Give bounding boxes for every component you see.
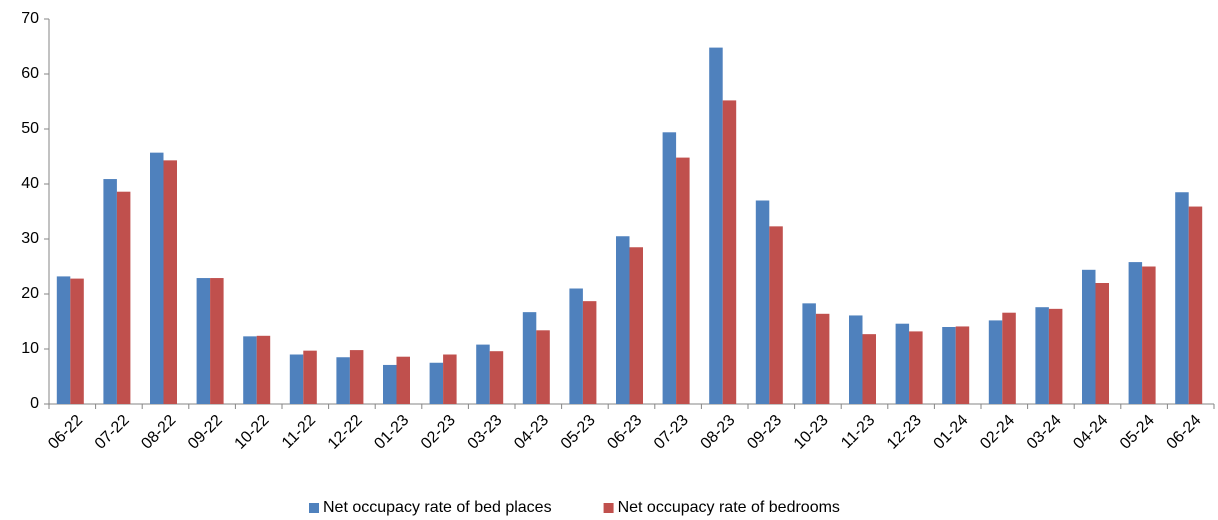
bar: [116, 191, 131, 404]
x-tick-label: 04-24: [1070, 412, 1111, 453]
bar: [569, 288, 583, 404]
bar: [70, 278, 84, 404]
bar: [1082, 269, 1096, 404]
x-tick-label: 07-23: [651, 412, 692, 453]
x-tick-label: 03-24: [1024, 412, 1065, 453]
bar: [256, 335, 271, 404]
bar: [1175, 192, 1189, 404]
bar: [1035, 307, 1049, 404]
bar: [755, 200, 770, 404]
x-tick-label: 11-22: [279, 412, 319, 452]
bar: [103, 179, 117, 404]
x-tick-label: 04-23: [511, 412, 552, 453]
y-tick-label: 70: [21, 10, 39, 27]
bar: [662, 132, 677, 405]
bar: [289, 354, 304, 404]
x-tick-label: 11-23: [838, 412, 878, 452]
bar: [443, 354, 457, 404]
x-tick-label: 06-23: [604, 412, 645, 453]
bar: [396, 356, 410, 404]
bar: [210, 278, 224, 404]
y-tick-label: 40: [21, 175, 39, 192]
bar: [349, 350, 364, 404]
x-tick-label: 10-23: [791, 412, 832, 453]
x-tick-label: 12-22: [325, 412, 366, 453]
bar: [709, 47, 723, 404]
bar: [522, 312, 537, 404]
bar: [536, 330, 550, 404]
bar: [616, 236, 630, 404]
x-tick-label: 02-23: [418, 412, 459, 453]
x-tick-label: 10-22: [232, 412, 273, 453]
bar: [150, 152, 164, 404]
bar: [243, 336, 257, 404]
x-tick-label: 12-23: [884, 412, 925, 453]
y-tick-label: 60: [21, 65, 39, 82]
bar: [336, 357, 350, 404]
bar: [1188, 206, 1203, 404]
bar: [56, 276, 71, 404]
x-tick-label: 06-22: [45, 412, 86, 453]
bar: [802, 303, 816, 404]
bar: [629, 247, 643, 404]
x-tick-label: 08-22: [138, 412, 179, 453]
x-tick-label: 08-23: [698, 412, 739, 453]
y-tick-label: 30: [21, 230, 39, 247]
bar: [849, 315, 863, 404]
bar: [303, 350, 317, 404]
bar: [895, 323, 910, 404]
bar: [1002, 312, 1016, 404]
x-tick-label: 07-22: [92, 412, 133, 453]
legend-label: Net occupacy rate of bedrooms: [618, 499, 840, 516]
bar: [1142, 266, 1156, 404]
x-tick-label: 09-23: [744, 412, 785, 453]
bar: [196, 278, 211, 404]
bar: [1048, 308, 1063, 404]
bar: [955, 326, 970, 404]
bar: [163, 160, 177, 404]
bar: [489, 351, 504, 404]
bar: [942, 327, 956, 404]
y-tick-label: 50: [21, 120, 39, 137]
x-tick-label: 03-23: [465, 412, 506, 453]
x-tick-label: 05-23: [558, 412, 599, 453]
y-tick-label: 0: [30, 395, 39, 412]
y-tick-label: 20: [21, 285, 39, 302]
x-tick-label: 01-24: [931, 412, 972, 453]
x-tick-label: 02-24: [977, 412, 1018, 453]
legend-label: Net occupacy rate of bed places: [323, 499, 552, 516]
bar: [769, 226, 783, 404]
bar: [383, 364, 397, 404]
bar: [582, 301, 597, 404]
bar: [815, 313, 830, 404]
bar: [1128, 262, 1143, 404]
legend-swatch: [603, 503, 614, 513]
x-tick-label: 06-24: [1164, 412, 1205, 453]
x-tick-label: 05-24: [1117, 412, 1158, 453]
y-tick-label: 10: [21, 340, 39, 357]
bar: [862, 334, 876, 404]
legend-swatch: [309, 503, 319, 513]
bar: [429, 362, 444, 404]
bar: [909, 331, 923, 404]
x-tick-label: 01-23: [371, 412, 412, 453]
bar: [722, 100, 737, 405]
x-tick-label: 09-22: [185, 412, 226, 453]
bar: [676, 157, 690, 404]
bar: [476, 344, 490, 404]
bar: [988, 320, 1003, 404]
bar: [1095, 283, 1109, 404]
